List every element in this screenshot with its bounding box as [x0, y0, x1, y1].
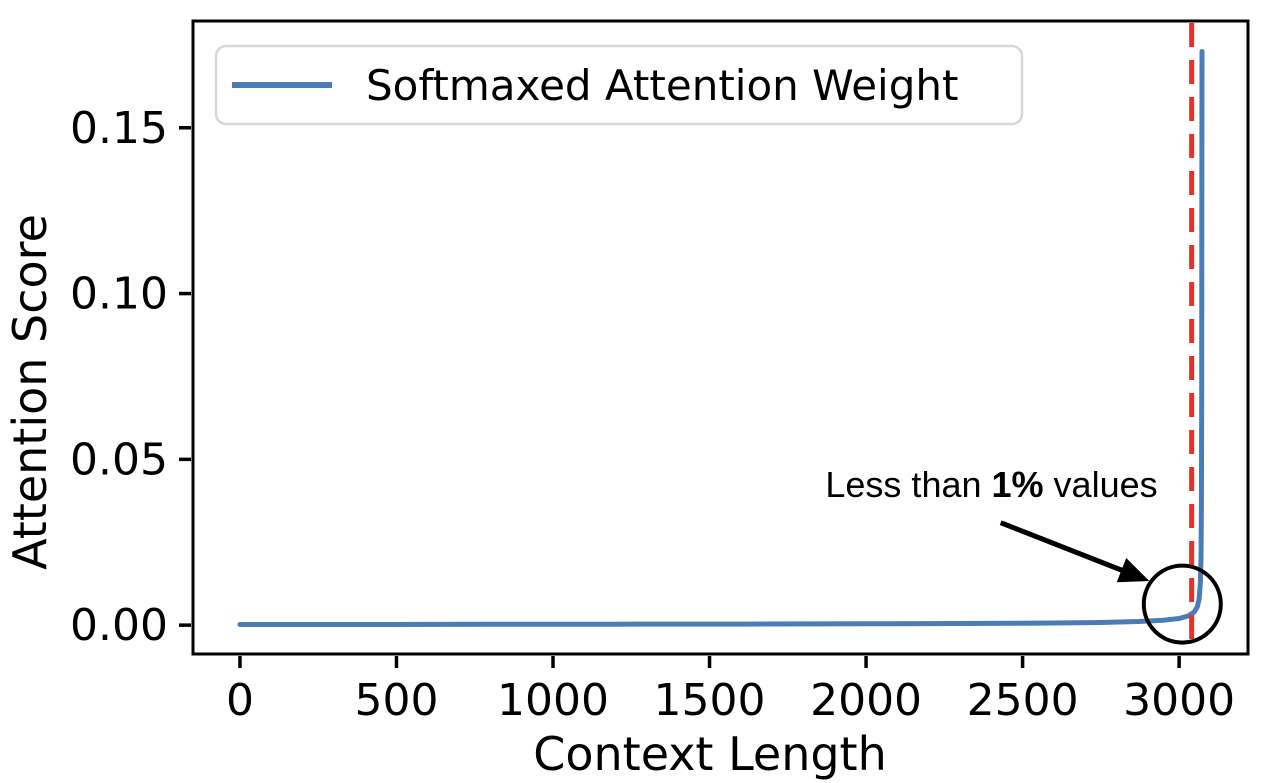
attention-line — [237, 49, 1205, 627]
annotation-arrow-head-icon — [1116, 557, 1150, 583]
annotation-text-prefix: Less than — [825, 464, 991, 505]
y-tick-label: 0.05 — [70, 434, 168, 485]
plot-border — [191, 19, 1250, 656]
x-tick-label: 500 — [354, 675, 438, 726]
y-tick-label: 0.00 — [70, 600, 168, 651]
annotation-text-suffix: values — [1044, 464, 1158, 505]
data-series-layer — [237, 49, 1205, 627]
x-tick-label: 3000 — [1123, 675, 1235, 726]
y-tick-label: 0.10 — [70, 269, 168, 320]
y-axis-label: Attention Score — [3, 214, 57, 570]
annotation-layer: Less than 1% values — [825, 464, 1223, 645]
x-tick-label: 1000 — [497, 675, 609, 726]
y-tick-label: 0.15 — [70, 103, 168, 154]
x-tick-label: 2000 — [810, 675, 922, 726]
legend: Softmaxed Attention Weight — [214, 44, 1024, 126]
y-axis-ticks: 0.00 0.05 0.10 0.15 — [70, 103, 191, 651]
annotation-arrow-line — [999, 520, 1132, 577]
annotation-highlight-circle — [1141, 563, 1223, 645]
annotation-text-bold: 1% — [992, 464, 1044, 505]
annotation-text: Less than 1% values — [825, 464, 1157, 505]
legend-label: Softmaxed Attention Weight — [366, 61, 958, 110]
x-axis-ticks: 0 500 1000 1500 2000 2500 3000 — [226, 656, 1235, 726]
legend-box — [214, 44, 1024, 126]
x-axis-label: Context Length — [533, 727, 887, 781]
x-tick-label: 1500 — [654, 675, 766, 726]
x-tick-label: 0 — [226, 675, 254, 726]
x-tick-label: 2500 — [967, 675, 1079, 726]
